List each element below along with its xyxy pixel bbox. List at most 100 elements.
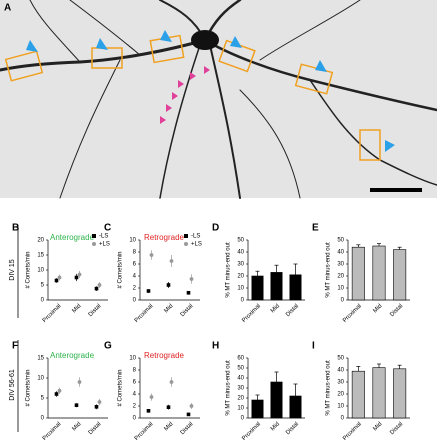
- x-tick-label: Proximal: [42, 421, 63, 440]
- point: [149, 395, 154, 399]
- legend-label: +LS: [99, 242, 110, 248]
- y-tick-label: 0: [241, 298, 245, 304]
- bar: [393, 249, 407, 301]
- x-tick-label: Mid: [270, 421, 281, 432]
- x-tick-label: Proximal: [342, 421, 363, 440]
- x-tick-label: Proximal: [134, 421, 155, 440]
- chart-title: Retrograde: [144, 351, 185, 360]
- panel-label: G: [104, 341, 112, 352]
- point: [166, 283, 171, 287]
- y-axis-label: # Comets/min: [118, 369, 124, 406]
- y-tick-label: 50: [237, 238, 244, 244]
- row-label: DIV 15: [9, 259, 16, 281]
- point: [146, 409, 151, 413]
- x-tick-label: Distal: [88, 421, 103, 436]
- point: [74, 275, 79, 280]
- x-tick-label: Mid: [372, 303, 383, 314]
- x-tick-label: Proximal: [134, 303, 155, 324]
- y-tick-label: 30: [237, 262, 244, 268]
- panel-label: A: [4, 3, 11, 14]
- panel-label: E: [312, 223, 319, 234]
- y-tick-label: 20: [337, 392, 344, 398]
- legend-marker: [184, 242, 188, 246]
- x-tick-label: Mid: [372, 421, 383, 432]
- y-tick-label: 30: [337, 380, 344, 386]
- point: [166, 405, 171, 409]
- y-axis-label: # Comets/min: [26, 251, 32, 288]
- bar: [270, 272, 283, 301]
- y-tick-label: 20: [237, 396, 244, 402]
- panel-label: I: [312, 341, 315, 352]
- row-label: DIV 56-61: [9, 369, 16, 401]
- x-tick-label: Distal: [389, 303, 404, 318]
- y-tick-label: 0: [341, 416, 345, 422]
- micrograph: A: [0, 0, 437, 199]
- y-tick-label: 10: [337, 404, 344, 410]
- point: [94, 286, 99, 291]
- y-tick-label: 60: [237, 356, 244, 362]
- y-tick-label: 0: [241, 416, 245, 422]
- y-tick-label: 30: [237, 386, 244, 392]
- point: [54, 278, 59, 283]
- point: [77, 380, 82, 384]
- y-tick-label: 40: [337, 368, 344, 374]
- y-tick-label: 0: [41, 416, 45, 422]
- point: [77, 272, 82, 277]
- y-tick-label: 6: [133, 380, 137, 386]
- y-tick-label: 0: [133, 416, 137, 422]
- panel-label: H: [212, 341, 219, 352]
- legend-marker: [92, 242, 96, 246]
- bar: [270, 381, 283, 419]
- point: [189, 404, 194, 408]
- x-tick-label: Mid: [71, 303, 82, 314]
- panel-label: F: [12, 341, 18, 352]
- x-tick-label: Proximal: [241, 421, 262, 440]
- bar: [251, 275, 264, 301]
- x-tick-label: Distal: [285, 303, 300, 318]
- point: [149, 253, 154, 257]
- y-tick-label: 50: [337, 238, 344, 244]
- x-tick-label: Proximal: [42, 303, 63, 324]
- point: [54, 392, 59, 396]
- y-tick-label: 15: [37, 356, 44, 362]
- y-axis-label: % MT minus-end out: [226, 242, 232, 298]
- x-tick-label: Distal: [180, 421, 195, 436]
- x-tick-label: Distal: [389, 421, 404, 436]
- point: [169, 259, 174, 263]
- y-tick-label: 0: [133, 298, 137, 304]
- x-tick-label: Distal: [180, 303, 195, 318]
- point: [189, 277, 194, 281]
- bar: [393, 368, 407, 419]
- y-tick-label: 10: [129, 238, 136, 244]
- point: [74, 403, 79, 407]
- y-tick-label: 20: [237, 274, 244, 280]
- y-tick-label: 4: [133, 274, 137, 280]
- point: [57, 388, 62, 393]
- y-tick-label: 10: [337, 286, 344, 292]
- x-tick-label: Proximal: [241, 303, 262, 324]
- legend-label: -LS: [99, 234, 108, 240]
- point: [94, 405, 99, 409]
- panel-label: D: [212, 223, 219, 234]
- y-axis-label: # Comets/min: [118, 251, 124, 288]
- y-axis-label: % MT minus-end out: [226, 360, 232, 416]
- panel-label: B: [12, 223, 19, 234]
- legend-label: +LS: [191, 242, 202, 248]
- y-tick-label: 15: [37, 253, 44, 259]
- y-tick-label: 6: [133, 262, 137, 268]
- y-tick-label: 20: [37, 238, 44, 244]
- y-axis-label: # Comets/min: [26, 369, 32, 406]
- point: [97, 283, 102, 287]
- x-tick-label: Mid: [163, 303, 174, 314]
- x-tick-label: Distal: [88, 303, 103, 318]
- legend-marker: [184, 234, 188, 238]
- y-axis-label: % MT minus-end out: [326, 242, 332, 298]
- y-tick-label: 2: [133, 404, 137, 410]
- y-tick-label: 5: [41, 396, 45, 402]
- y-tick-label: 10: [237, 286, 244, 292]
- y-tick-label: 8: [133, 368, 137, 374]
- point: [169, 380, 174, 384]
- point: [97, 400, 102, 404]
